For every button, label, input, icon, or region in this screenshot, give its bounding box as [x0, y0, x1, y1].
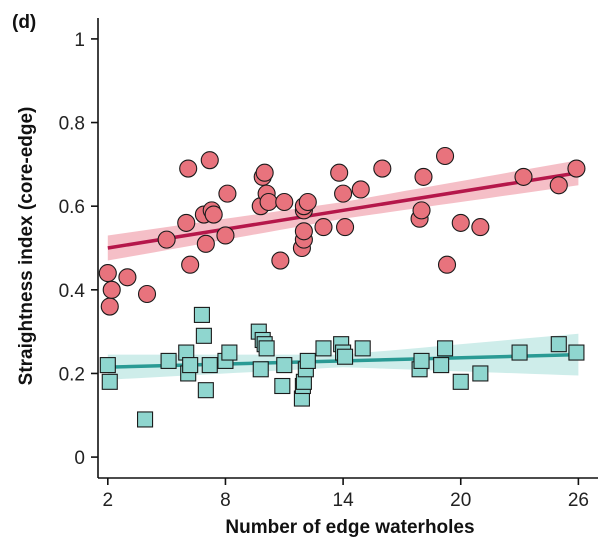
- y-tick-label: 0.6: [59, 197, 85, 218]
- data-point-circle: [351, 180, 370, 199]
- x-tick-label: 8: [220, 490, 231, 511]
- data-point-circle: [412, 201, 431, 220]
- data-point-square: [137, 411, 154, 428]
- y-axis-title: Straightness index (core-edge): [16, 107, 37, 386]
- data-point-square: [433, 357, 450, 374]
- y-tick-label: 0.8: [59, 114, 85, 135]
- data-point-circle: [100, 297, 119, 316]
- data-point-circle: [336, 218, 355, 237]
- y-tick-label: 0.4: [59, 281, 86, 302]
- data-point-circle: [218, 184, 237, 203]
- data-point-circle: [334, 184, 353, 203]
- x-tick-label: 2: [103, 490, 114, 511]
- data-point-square: [221, 344, 238, 361]
- y-tick-label: 1: [74, 30, 85, 51]
- data-point-square: [568, 344, 585, 361]
- data-point-square: [437, 340, 454, 357]
- data-point-square: [182, 357, 199, 374]
- data-point-circle: [330, 163, 349, 182]
- data-point-square: [354, 340, 371, 357]
- data-point-circle: [181, 255, 200, 274]
- data-point-circle: [157, 230, 176, 249]
- data-point-square: [315, 340, 332, 357]
- x-tick-label: 14: [333, 490, 355, 511]
- data-point-circle: [298, 192, 317, 212]
- data-point-circle: [567, 159, 586, 178]
- data-point-circle: [451, 213, 470, 232]
- data-point-circle: [196, 234, 215, 253]
- axes: 2 8 14 20 26 0 0.2 0.4 0.6 0.8 1: [59, 18, 598, 511]
- data-point-square: [99, 357, 116, 374]
- data-point-circle: [216, 226, 235, 245]
- data-point-square: [252, 361, 269, 378]
- x-axis-title: Number of edge waterholes: [225, 517, 474, 538]
- data-point-circle: [373, 159, 392, 178]
- x-ticks: 2 8 14 20 26: [103, 478, 589, 511]
- y-tick-label: 0: [74, 448, 85, 469]
- data-point-circle: [314, 218, 333, 237]
- data-point-circle: [255, 163, 274, 182]
- data-point-circle: [200, 151, 219, 170]
- data-point-square: [337, 348, 354, 365]
- y-tick-label: 0.2: [59, 364, 85, 385]
- data-point-circle: [271, 251, 290, 270]
- data-point-square: [299, 352, 316, 369]
- data-point-circle: [177, 213, 196, 232]
- data-point-circle: [102, 280, 121, 299]
- data-point-square: [258, 340, 275, 357]
- panel-label: (d): [12, 12, 36, 33]
- data-point-circle: [118, 268, 137, 287]
- data-point-circle: [259, 192, 278, 212]
- data-point-square: [413, 352, 430, 369]
- data-point-square: [201, 357, 218, 374]
- data-point-circle: [98, 264, 117, 283]
- data-point-square: [101, 373, 118, 390]
- data-point-square: [160, 352, 177, 369]
- data-points: [98, 146, 586, 428]
- data-point-square: [195, 327, 212, 344]
- data-point-circle: [471, 218, 490, 237]
- data-point-circle: [436, 146, 455, 166]
- data-point-square: [550, 336, 567, 353]
- data-point-circle: [414, 167, 433, 186]
- data-point-square: [276, 357, 293, 374]
- data-point-square: [197, 382, 214, 399]
- x-tick-label: 26: [568, 490, 589, 511]
- data-point-square: [452, 373, 469, 390]
- data-point-square: [274, 377, 291, 395]
- data-point-circle: [275, 192, 294, 212]
- data-point-square: [472, 365, 489, 382]
- data-point-circle: [549, 176, 568, 195]
- y-ticks: 0 0.2 0.4 0.6 0.8 1: [59, 30, 98, 469]
- data-point-circle: [204, 205, 223, 224]
- data-point-circle: [437, 255, 457, 274]
- data-point-circle: [294, 222, 313, 241]
- data-point-circle: [179, 159, 198, 178]
- regression-line-series-1: [107, 170, 579, 250]
- data-point-square: [511, 344, 528, 361]
- data-point-circle: [514, 167, 533, 186]
- x-tick-label: 20: [450, 490, 471, 511]
- data-point-square: [193, 306, 210, 323]
- data-point-circle: [137, 284, 157, 304]
